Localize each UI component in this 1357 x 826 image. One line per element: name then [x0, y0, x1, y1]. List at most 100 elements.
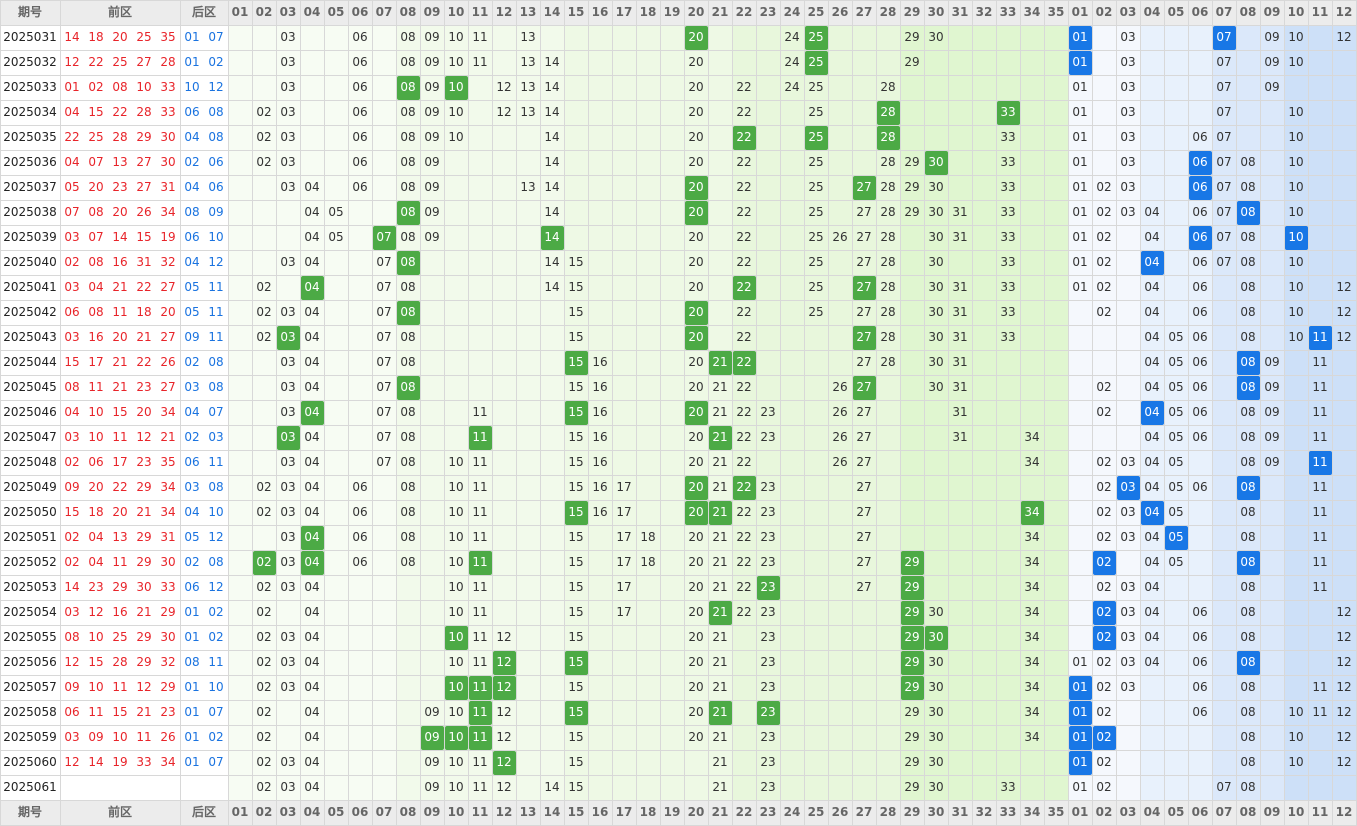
hit-cell	[1093, 726, 1116, 750]
candidate-number: 20	[688, 705, 703, 719]
candidate-number: 03	[280, 455, 295, 469]
candidate-number: 30	[928, 755, 943, 769]
hit-cell	[757, 576, 780, 600]
candidate-number: 08	[1240, 755, 1255, 769]
candidate-number: 23	[760, 505, 775, 519]
hit-number: 11	[472, 555, 487, 569]
candidate-number: 23	[760, 530, 775, 544]
candidate-number: 08	[1240, 780, 1255, 794]
column-band	[540, 25, 564, 800]
candidate-number: 08	[1240, 605, 1255, 619]
candidate-number: 30	[928, 605, 943, 619]
candidate-number: 03	[1120, 105, 1135, 119]
candidate-number: 10	[448, 580, 463, 594]
column-label: 31	[952, 805, 969, 819]
column-band	[516, 25, 540, 800]
candidate-number: 30	[928, 180, 943, 194]
hit-cell	[805, 51, 828, 75]
front-draw: 17	[88, 355, 103, 369]
candidate-number: 25	[808, 280, 823, 294]
column-label: 23	[760, 805, 777, 819]
hit-number: 12	[496, 655, 511, 669]
column-band	[1092, 25, 1116, 800]
candidate-number: 30	[928, 205, 943, 219]
back-draw: 12	[208, 80, 223, 94]
candidate-number: 02	[1096, 705, 1111, 719]
candidate-number: 07	[376, 330, 391, 344]
hit-number: 08	[1240, 205, 1255, 219]
candidate-number: 04	[1144, 380, 1159, 394]
hit-number: 11	[472, 730, 487, 744]
candidate-number: 09	[1264, 405, 1279, 419]
hit-number: 25	[808, 55, 823, 69]
candidate-number: 12	[1336, 755, 1351, 769]
candidate-number: 12	[1336, 280, 1351, 294]
column-label: 07	[376, 5, 393, 19]
candidate-number: 06	[1192, 630, 1207, 644]
front-draw: 20	[88, 480, 103, 494]
hit-cell	[493, 751, 516, 775]
candidate-number: 03	[280, 655, 295, 669]
candidate-number: 23	[760, 680, 775, 694]
issue: 2025060	[3, 755, 56, 769]
back-draw: 01	[184, 630, 199, 644]
candidate-number: 34	[1024, 430, 1039, 444]
issue: 2025032	[3, 55, 56, 69]
hit-number: 11	[1312, 330, 1327, 344]
front-draw: 15	[112, 705, 127, 719]
back-draw: 08	[208, 555, 223, 569]
front-draw: 32	[160, 255, 175, 269]
issue: 2025061	[3, 780, 56, 794]
candidate-number: 28	[880, 230, 895, 244]
candidate-number: 11	[1312, 530, 1327, 544]
candidate-number: 13	[520, 105, 535, 119]
hit-number: 25	[808, 30, 823, 44]
hit-cell	[733, 126, 756, 150]
back-draw: 12	[208, 255, 223, 269]
front-draw: 11	[112, 430, 127, 444]
candidate-number: 02	[1096, 305, 1111, 319]
candidate-number: 06	[1192, 205, 1207, 219]
hit-cell	[1069, 51, 1092, 75]
candidate-number: 03	[1120, 630, 1135, 644]
hit-number: 08	[400, 255, 415, 269]
hit-number: 02	[256, 555, 271, 569]
candidate-number: 30	[928, 30, 943, 44]
candidate-number: 07	[376, 405, 391, 419]
candidate-number: 01	[1072, 280, 1087, 294]
hit-number: 29	[904, 555, 919, 569]
candidate-number: 14	[544, 55, 559, 69]
hit-number: 06	[1192, 180, 1207, 194]
column-label: 10	[448, 805, 465, 819]
candidate-number: 17	[616, 605, 631, 619]
hit-number: 11	[472, 680, 487, 694]
candidate-number: 13	[520, 30, 535, 44]
column-label: 05	[328, 805, 345, 819]
back-draw: 01	[184, 680, 199, 694]
candidate-number: 16	[592, 430, 607, 444]
back-draw: 08	[184, 655, 199, 669]
candidate-number: 06	[1192, 655, 1207, 669]
candidate-number: 02	[1096, 405, 1111, 419]
front-draw: 25	[88, 130, 103, 144]
front-draw: 04	[88, 280, 103, 294]
candidate-number: 30	[928, 355, 943, 369]
hit-cell	[901, 601, 924, 625]
hit-number: 04	[304, 280, 319, 294]
candidate-number: 20	[688, 655, 703, 669]
candidate-number: 06	[1192, 355, 1207, 369]
candidate-number: 34	[1024, 530, 1039, 544]
candidate-number: 08	[400, 155, 415, 169]
candidate-number: 30	[928, 705, 943, 719]
hit-number: 01	[1072, 680, 1087, 694]
hit-number: 04	[1144, 255, 1159, 269]
front-draw: 13	[112, 530, 127, 544]
candidate-number: 07	[376, 305, 391, 319]
candidate-number: 03	[1120, 655, 1135, 669]
candidate-number: 20	[688, 230, 703, 244]
front-draw: 22	[136, 280, 151, 294]
hit-cell	[1093, 601, 1116, 625]
hit-cell	[1069, 701, 1092, 725]
candidate-number: 10	[448, 555, 463, 569]
hit-number: 06	[1192, 230, 1207, 244]
